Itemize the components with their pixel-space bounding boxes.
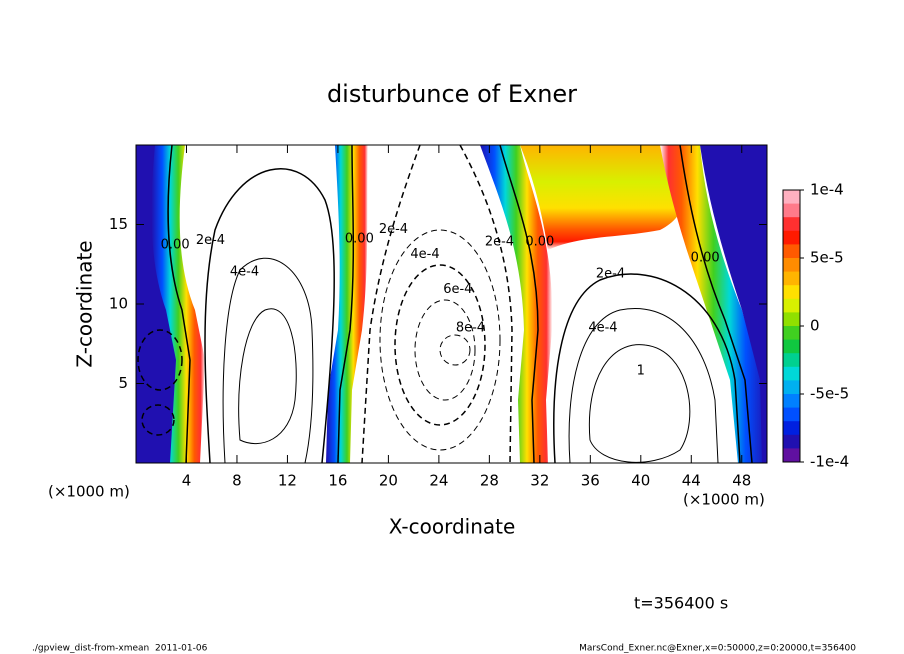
colorbar-segment: [783, 434, 800, 449]
x-tick-label: 8: [232, 472, 242, 490]
colorbar-segment: [783, 285, 800, 300]
contour-line: [204, 168, 335, 463]
contour-line: [167, 145, 191, 463]
colorbar-segment: [783, 271, 800, 286]
contour-line: [414, 299, 476, 401]
colorbar-tick-label: 0: [810, 317, 820, 335]
contour-field: [136, 145, 767, 463]
colorbar-segment: [783, 353, 800, 368]
colorbar-segment: [783, 366, 800, 381]
contour-line: [337, 145, 355, 463]
contour-label: 8e-4: [456, 320, 485, 335]
colorbar-segment: [783, 326, 800, 341]
colorbar-segment: [783, 407, 800, 422]
field-band: [480, 145, 553, 463]
contour-line: [222, 257, 314, 463]
colorbar-segment: [783, 230, 800, 245]
x-tick-label: 4: [182, 472, 192, 490]
x-tick-label: 24: [429, 472, 448, 490]
contour-label: 2e-4: [485, 234, 514, 249]
x-tick-label: 40: [631, 472, 650, 490]
contour-label: 4e-4: [588, 320, 617, 335]
contour-line: [679, 145, 753, 463]
contour-line: [361, 145, 421, 463]
colorbar-segment: [783, 258, 800, 273]
contour-line: [238, 308, 297, 445]
contour-label: 4e-4: [410, 247, 439, 262]
contour-line: [459, 145, 513, 463]
contour-line: [141, 404, 175, 436]
colorbar-segment: [783, 203, 800, 218]
y-tick-label: 15: [109, 215, 128, 233]
colorbar-segment: [783, 217, 800, 232]
x-tick-label: 44: [682, 472, 701, 490]
colorbar-segment: [783, 244, 800, 259]
time-label: t=356400 s: [634, 594, 728, 613]
y-tick-label: 5: [118, 374, 128, 392]
colorbar-tick-label: 5e-5: [810, 249, 844, 267]
colorbar-tick-label: 1e-4: [810, 181, 844, 199]
contour-label: 0.00: [345, 231, 374, 246]
x-axis-label: X-coordinate: [389, 515, 516, 539]
contour-line: [588, 344, 691, 463]
x-tick-label: 48: [732, 472, 751, 490]
x-tick-label: 16: [328, 472, 347, 490]
contour-label: 2e-4: [596, 266, 625, 281]
y-tick-label: 10: [109, 295, 128, 313]
contour-label: 4e-4: [230, 265, 259, 280]
field-region: [136, 145, 178, 463]
contour-lines: [137, 145, 753, 463]
field-band: [326, 145, 368, 463]
colorbar-segment: [783, 190, 800, 205]
colorbar-segment: [783, 394, 800, 409]
contour-label: 6e-4: [443, 282, 472, 297]
colorbar-segment: [783, 339, 800, 354]
contour-label: 1: [637, 363, 645, 378]
footer-right: MarsCond_Exner.nc@Exner,x=0:50000,z=0:20…: [579, 644, 856, 654]
contour-line: [439, 334, 471, 366]
y-axis-label: Z-coordinate: [73, 240, 97, 367]
contour-line: [553, 273, 741, 463]
field-band: [151, 145, 205, 463]
contour-line: [394, 264, 486, 426]
x-unit-label: (×1000 m): [683, 491, 765, 509]
colorbar-tick-label: -5e-5: [810, 385, 849, 403]
contour-label: 0.00: [525, 234, 554, 249]
colorbar-tick-label: -1e-4: [810, 453, 849, 471]
contour-label: 0.00: [161, 238, 190, 253]
contour-label: 2e-4: [379, 222, 408, 237]
footer-left: ./gpview_dist-from-xmean 2011-01-06: [32, 644, 208, 654]
x-unit-label: (×1000 m): [48, 483, 130, 501]
contour-line: [499, 145, 539, 463]
colorbar-segment: [783, 380, 800, 395]
x-tick-label: 20: [379, 472, 398, 490]
field-band: [660, 145, 767, 463]
x-tick-label: 32: [530, 472, 549, 490]
colorbar-segment: [783, 421, 800, 436]
contour-line: [379, 229, 501, 451]
field-region: [520, 145, 690, 250]
colorbar-segment: [783, 448, 800, 463]
x-tick-label: 12: [278, 472, 297, 490]
colorbar-segment: [783, 298, 800, 313]
contour-label: 0.00: [691, 250, 720, 265]
x-tick-label: 28: [480, 472, 499, 490]
x-tick-label: 36: [581, 472, 600, 490]
contour-line: [568, 308, 719, 463]
field-region: [700, 145, 767, 463]
contour-label: 2e-4: [196, 233, 225, 248]
colorbar-segment: [783, 312, 800, 327]
chart-title: disturbunce of Exner: [327, 80, 577, 108]
contour-line: [137, 329, 183, 391]
